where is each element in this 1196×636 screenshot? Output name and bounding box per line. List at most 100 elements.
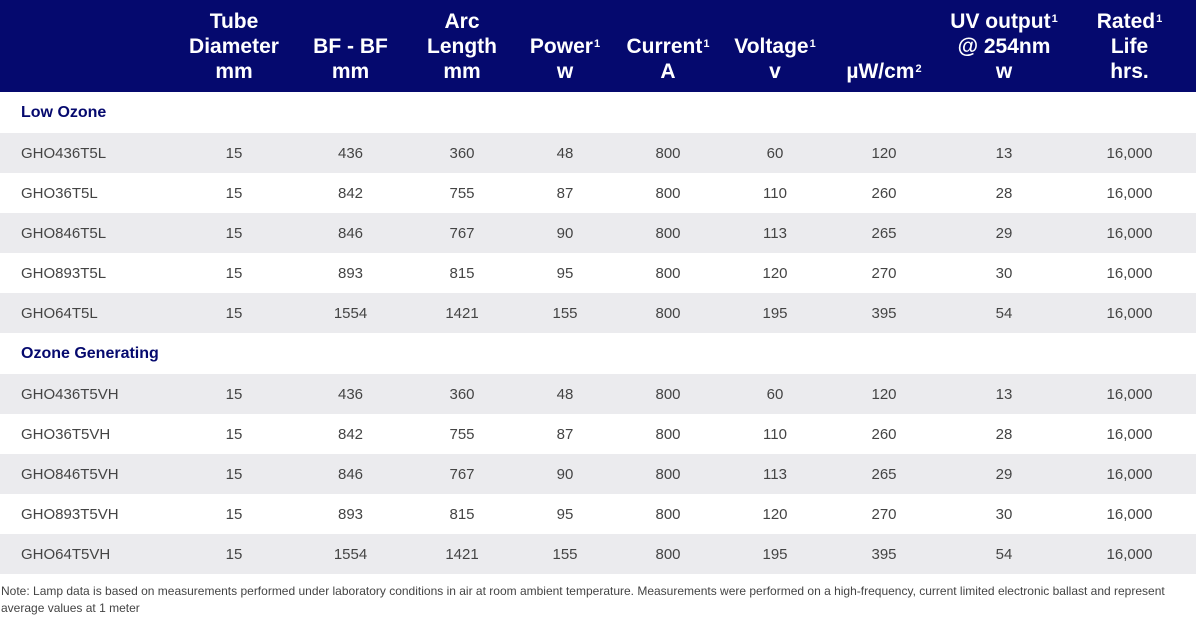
table-cell: 16,000: [1063, 173, 1196, 213]
table-cell: 48: [521, 374, 609, 414]
lamp-model: GHO436T5L: [0, 133, 170, 173]
table-cell: 120: [727, 494, 823, 534]
table-cell: 90: [521, 454, 609, 494]
table-cell: 270: [823, 494, 945, 534]
table-row: GHO893T5L 15 893 815 95 800 120 270 30 16,000: [0, 253, 1196, 293]
table-cell: 120: [823, 374, 945, 414]
table-cell: 95: [521, 253, 609, 293]
footnote: Note: Lamp data is based on measurements…: [1, 584, 1165, 615]
table-cell: 16,000: [1063, 454, 1196, 494]
table-cell: 15: [170, 133, 298, 173]
column-header-line: Life: [1110, 35, 1149, 58]
table-header: Tube Diameter mm BF - BF mm Arc Length mm Power1…: [0, 0, 1196, 92]
column-header-line: A: [660, 60, 676, 83]
column-header-line: Length: [427, 35, 497, 58]
table-cell: 16,000: [1063, 133, 1196, 173]
column-header-line: mm: [331, 60, 370, 83]
column-header: BF - BF mm: [298, 0, 403, 92]
table-cell: 815: [403, 494, 521, 534]
table-row: GHO36T5VH 15 842 755 87 800 110 260 28 16,000: [0, 414, 1196, 454]
table-cell: 800: [609, 213, 727, 253]
table-cell: 113: [727, 454, 823, 494]
table-cell: 120: [727, 253, 823, 293]
table-cell: 54: [945, 534, 1063, 574]
footnote-marker: 1: [703, 38, 710, 50]
section-title: Low Ozone: [0, 92, 1196, 133]
column-header-text: Rated: [1096, 10, 1156, 33]
column-header: Power1 w: [521, 0, 609, 92]
table-row: GHO436T5VH 15 436 360 48 800 60 120 13 16,000: [0, 374, 1196, 414]
table-cell: 755: [403, 414, 521, 454]
table-cell: 265: [823, 454, 945, 494]
table-row: GHO893T5VH 15 893 815 95 800 120 270 30 16,000: [0, 494, 1196, 534]
table-row: GHO64T5L 15 1554 1421 155 800 195 395 54 16,000: [0, 293, 1196, 333]
table-cell: 30: [945, 494, 1063, 534]
table-cell: 48: [521, 133, 609, 173]
column-header-line: Rated1: [1063, 9, 1196, 34]
footnote-marker: 1: [809, 38, 816, 50]
column-header-text: Power: [529, 35, 593, 58]
column-header: µW/cm2: [823, 0, 945, 92]
table-cell: 110: [727, 414, 823, 454]
table-cell: 60: [727, 374, 823, 414]
column-header-line: Voltage1: [727, 34, 823, 59]
lamp-model: GHO36T5VH: [0, 414, 170, 454]
table-cell: 1554: [298, 293, 403, 333]
table-cell: 13: [945, 374, 1063, 414]
table-cell: 846: [298, 454, 403, 494]
table-cell: 110: [727, 173, 823, 213]
footnote-marker: 1: [1051, 13, 1058, 25]
column-header: Current1 A: [609, 0, 727, 92]
section-row: Low Ozone: [0, 92, 1196, 133]
table-cell: 1421: [403, 293, 521, 333]
lamp-model: GHO893T5VH: [0, 494, 170, 534]
table-cell: 767: [403, 454, 521, 494]
table-cell: 15: [170, 293, 298, 333]
table-cell: 800: [609, 374, 727, 414]
table-cell: 16,000: [1063, 213, 1196, 253]
column-header-line: Diameter: [189, 35, 279, 58]
table-cell: 29: [945, 454, 1063, 494]
table-cell: 15: [170, 374, 298, 414]
lamp-model: GHO64T5L: [0, 293, 170, 333]
table-cell: 16,000: [1063, 414, 1196, 454]
table-row: GHO36T5L 15 842 755 87 800 110 260 28 16,000: [0, 173, 1196, 213]
table-cell: 800: [609, 454, 727, 494]
column-header-line: Tube: [209, 10, 259, 33]
column-header-text: UV output: [950, 10, 1051, 33]
footnote-marker: 1: [1156, 13, 1163, 25]
table-cell: 29: [945, 213, 1063, 253]
table-cell: 16,000: [1063, 534, 1196, 574]
table-cell: 13: [945, 133, 1063, 173]
column-header-line: hrs.: [1110, 60, 1149, 83]
table-cell: 800: [609, 293, 727, 333]
table-cell: 815: [403, 253, 521, 293]
column-header-line: Current1: [609, 34, 727, 59]
table-cell: 842: [298, 173, 403, 213]
table-cell: 395: [823, 534, 945, 574]
table-cell: 800: [609, 414, 727, 454]
table-cell: 15: [170, 213, 298, 253]
lamp-model: GHO893T5L: [0, 253, 170, 293]
table-cell: 155: [521, 534, 609, 574]
lamp-model: GHO436T5VH: [0, 374, 170, 414]
table-cell: 15: [170, 173, 298, 213]
section-title: Ozone Generating: [0, 333, 1196, 374]
table-cell: 842: [298, 414, 403, 454]
table-row: GHO436T5L 15 436 360 48 800 60 120 13 16,000: [0, 133, 1196, 173]
column-header-line: @ 254nm: [957, 35, 1051, 58]
table-cell: 800: [609, 253, 727, 293]
lamp-model: GHO846T5VH: [0, 454, 170, 494]
table-cell: 360: [403, 133, 521, 173]
table-cell: 87: [521, 414, 609, 454]
table-cell: 1554: [298, 534, 403, 574]
table-cell: 87: [521, 173, 609, 213]
table-cell: 260: [823, 414, 945, 454]
column-header-line: v: [769, 60, 781, 83]
table-cell: 270: [823, 253, 945, 293]
column-header-text: Current: [626, 35, 703, 58]
column-header: Voltage1 v: [727, 0, 823, 92]
table-cell: 28: [945, 173, 1063, 213]
lamp-data-table: Tube Diameter mm BF - BF mm Arc Length mm Power1…: [0, 0, 1196, 574]
